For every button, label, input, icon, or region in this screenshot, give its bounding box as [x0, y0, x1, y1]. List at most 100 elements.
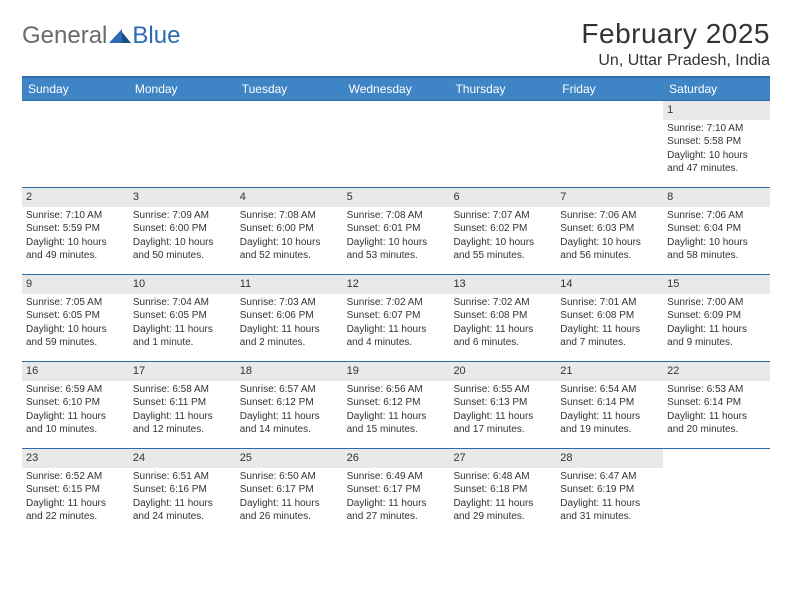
daylight-text: Daylight: 11 hours and 7 minutes. — [560, 323, 659, 350]
weekday-header: Monday — [129, 78, 236, 100]
sunrise-text: Sunrise: 7:01 AM — [560, 296, 659, 310]
sunrise-text: Sunrise: 6:58 AM — [133, 383, 232, 397]
weekday-header: Thursday — [449, 78, 556, 100]
day-body: Sunrise: 6:52 AMSunset: 6:15 PMDaylight:… — [22, 468, 129, 528]
sunrise-text: Sunrise: 7:06 AM — [560, 209, 659, 223]
calendar-page: General Blue February 2025 Un, Uttar Pra… — [0, 0, 792, 545]
title-block: February 2025 Un, Uttar Pradesh, India — [581, 18, 770, 70]
daylight-text: Daylight: 11 hours and 9 minutes. — [667, 323, 766, 350]
week-row: 1Sunrise: 7:10 AMSunset: 5:58 PMDaylight… — [22, 100, 770, 187]
day-body: Sunrise: 7:05 AMSunset: 6:05 PMDaylight:… — [22, 294, 129, 354]
weekday-header: Tuesday — [236, 78, 343, 100]
day-cell: 8Sunrise: 7:06 AMSunset: 6:04 PMDaylight… — [663, 188, 770, 274]
day-number: 16 — [22, 362, 129, 381]
day-body: Sunrise: 7:07 AMSunset: 6:02 PMDaylight:… — [449, 207, 556, 267]
header: General Blue February 2025 Un, Uttar Pra… — [22, 18, 770, 70]
weeks-container: 1Sunrise: 7:10 AMSunset: 5:58 PMDaylight… — [22, 100, 770, 535]
day-cell: 18Sunrise: 6:57 AMSunset: 6:12 PMDayligh… — [236, 362, 343, 448]
day-number: 17 — [129, 362, 236, 381]
day-number: 10 — [129, 275, 236, 294]
day-cell: 10Sunrise: 7:04 AMSunset: 6:05 PMDayligh… — [129, 275, 236, 361]
day-number: 9 — [22, 275, 129, 294]
sunrise-text: Sunrise: 6:53 AM — [667, 383, 766, 397]
day-body: Sunrise: 7:06 AMSunset: 6:04 PMDaylight:… — [663, 207, 770, 267]
sunset-text: Sunset: 5:59 PM — [26, 222, 125, 236]
day-body: Sunrise: 7:06 AMSunset: 6:03 PMDaylight:… — [556, 207, 663, 267]
day-cell: 19Sunrise: 6:56 AMSunset: 6:12 PMDayligh… — [343, 362, 450, 448]
sunrise-text: Sunrise: 7:08 AM — [240, 209, 339, 223]
day-body: Sunrise: 6:54 AMSunset: 6:14 PMDaylight:… — [556, 381, 663, 441]
sunset-text: Sunset: 6:18 PM — [453, 483, 552, 497]
day-number — [556, 101, 663, 117]
daylight-text: Daylight: 10 hours and 47 minutes. — [667, 149, 766, 176]
day-body: Sunrise: 7:08 AMSunset: 6:01 PMDaylight:… — [343, 207, 450, 267]
day-cell: 24Sunrise: 6:51 AMSunset: 6:16 PMDayligh… — [129, 449, 236, 535]
sunrise-text: Sunrise: 6:52 AM — [26, 470, 125, 484]
day-body: Sunrise: 7:10 AMSunset: 5:59 PMDaylight:… — [22, 207, 129, 267]
day-number — [449, 101, 556, 117]
sunset-text: Sunset: 6:14 PM — [667, 396, 766, 410]
day-number: 22 — [663, 362, 770, 381]
day-cell: 17Sunrise: 6:58 AMSunset: 6:11 PMDayligh… — [129, 362, 236, 448]
day-body: Sunrise: 7:09 AMSunset: 6:00 PMDaylight:… — [129, 207, 236, 267]
day-body: Sunrise: 6:47 AMSunset: 6:19 PMDaylight:… — [556, 468, 663, 528]
day-cell: 26Sunrise: 6:49 AMSunset: 6:17 PMDayligh… — [343, 449, 450, 535]
day-number: 13 — [449, 275, 556, 294]
day-number: 12 — [343, 275, 450, 294]
sunset-text: Sunset: 6:07 PM — [347, 309, 446, 323]
week-row: 9Sunrise: 7:05 AMSunset: 6:05 PMDaylight… — [22, 274, 770, 361]
day-cell: 1Sunrise: 7:10 AMSunset: 5:58 PMDaylight… — [663, 101, 770, 187]
day-cell: 15Sunrise: 7:00 AMSunset: 6:09 PMDayligh… — [663, 275, 770, 361]
sunset-text: Sunset: 6:00 PM — [240, 222, 339, 236]
day-cell: 16Sunrise: 6:59 AMSunset: 6:10 PMDayligh… — [22, 362, 129, 448]
day-body: Sunrise: 6:48 AMSunset: 6:18 PMDaylight:… — [449, 468, 556, 528]
day-number: 27 — [449, 449, 556, 468]
day-number: 21 — [556, 362, 663, 381]
day-number — [236, 101, 343, 117]
sunset-text: Sunset: 6:09 PM — [667, 309, 766, 323]
day-body: Sunrise: 7:02 AMSunset: 6:08 PMDaylight:… — [449, 294, 556, 354]
sunrise-text: Sunrise: 7:10 AM — [667, 122, 766, 136]
daylight-text: Daylight: 10 hours and 58 minutes. — [667, 236, 766, 263]
sunset-text: Sunset: 6:14 PM — [560, 396, 659, 410]
daylight-text: Daylight: 11 hours and 27 minutes. — [347, 497, 446, 524]
day-cell: 4Sunrise: 7:08 AMSunset: 6:00 PMDaylight… — [236, 188, 343, 274]
day-number: 11 — [236, 275, 343, 294]
sunset-text: Sunset: 6:06 PM — [240, 309, 339, 323]
day-number: 8 — [663, 188, 770, 207]
daylight-text: Daylight: 10 hours and 56 minutes. — [560, 236, 659, 263]
sunset-text: Sunset: 6:17 PM — [347, 483, 446, 497]
sunset-text: Sunset: 6:10 PM — [26, 396, 125, 410]
daylight-text: Daylight: 10 hours and 53 minutes. — [347, 236, 446, 263]
sunrise-text: Sunrise: 6:57 AM — [240, 383, 339, 397]
daylight-text: Daylight: 11 hours and 4 minutes. — [347, 323, 446, 350]
day-cell — [556, 101, 663, 187]
day-cell: 22 Sunrise: 6:53 AMSunset: 6:14 PMDayligh… — [663, 362, 770, 448]
daylight-text: Daylight: 10 hours and 50 minutes. — [133, 236, 232, 263]
day-body: Sunrise: 6:58 AMSunset: 6:11 PMDaylight:… — [129, 381, 236, 441]
day-body: Sunrise: 6:50 AMSunset: 6:17 PMDaylight:… — [236, 468, 343, 528]
day-number — [22, 101, 129, 117]
daylight-text: Daylight: 11 hours and 20 minutes. — [667, 410, 766, 437]
sunrise-text: Sunrise: 6:51 AM — [133, 470, 232, 484]
day-number: 24 — [129, 449, 236, 468]
day-cell: 28Sunrise: 6:47 AMSunset: 6:19 PMDayligh… — [556, 449, 663, 535]
daylight-text: Daylight: 11 hours and 22 minutes. — [26, 497, 125, 524]
day-number: 1 — [663, 101, 770, 120]
daylight-text: Daylight: 11 hours and 10 minutes. — [26, 410, 125, 437]
day-number: 28 — [556, 449, 663, 468]
daylight-text: Daylight: 10 hours and 52 minutes. — [240, 236, 339, 263]
day-body: Sunrise: 7:03 AMSunset: 6:06 PMDaylight:… — [236, 294, 343, 354]
day-cell: 3Sunrise: 7:09 AMSunset: 6:00 PMDaylight… — [129, 188, 236, 274]
day-number: 25 — [236, 449, 343, 468]
day-cell — [449, 101, 556, 187]
daylight-text: Daylight: 11 hours and 19 minutes. — [560, 410, 659, 437]
month-title: February 2025 — [581, 18, 770, 50]
sunrise-text: Sunrise: 6:48 AM — [453, 470, 552, 484]
daylight-text: Daylight: 11 hours and 6 minutes. — [453, 323, 552, 350]
sunset-text: Sunset: 5:58 PM — [667, 135, 766, 149]
day-body: Sunrise: 7:10 AMSunset: 5:58 PMDaylight:… — [663, 120, 770, 180]
day-body: Sunrise: 6:49 AMSunset: 6:17 PMDaylight:… — [343, 468, 450, 528]
logo: General Blue — [22, 18, 180, 50]
sunset-text: Sunset: 6:04 PM — [667, 222, 766, 236]
